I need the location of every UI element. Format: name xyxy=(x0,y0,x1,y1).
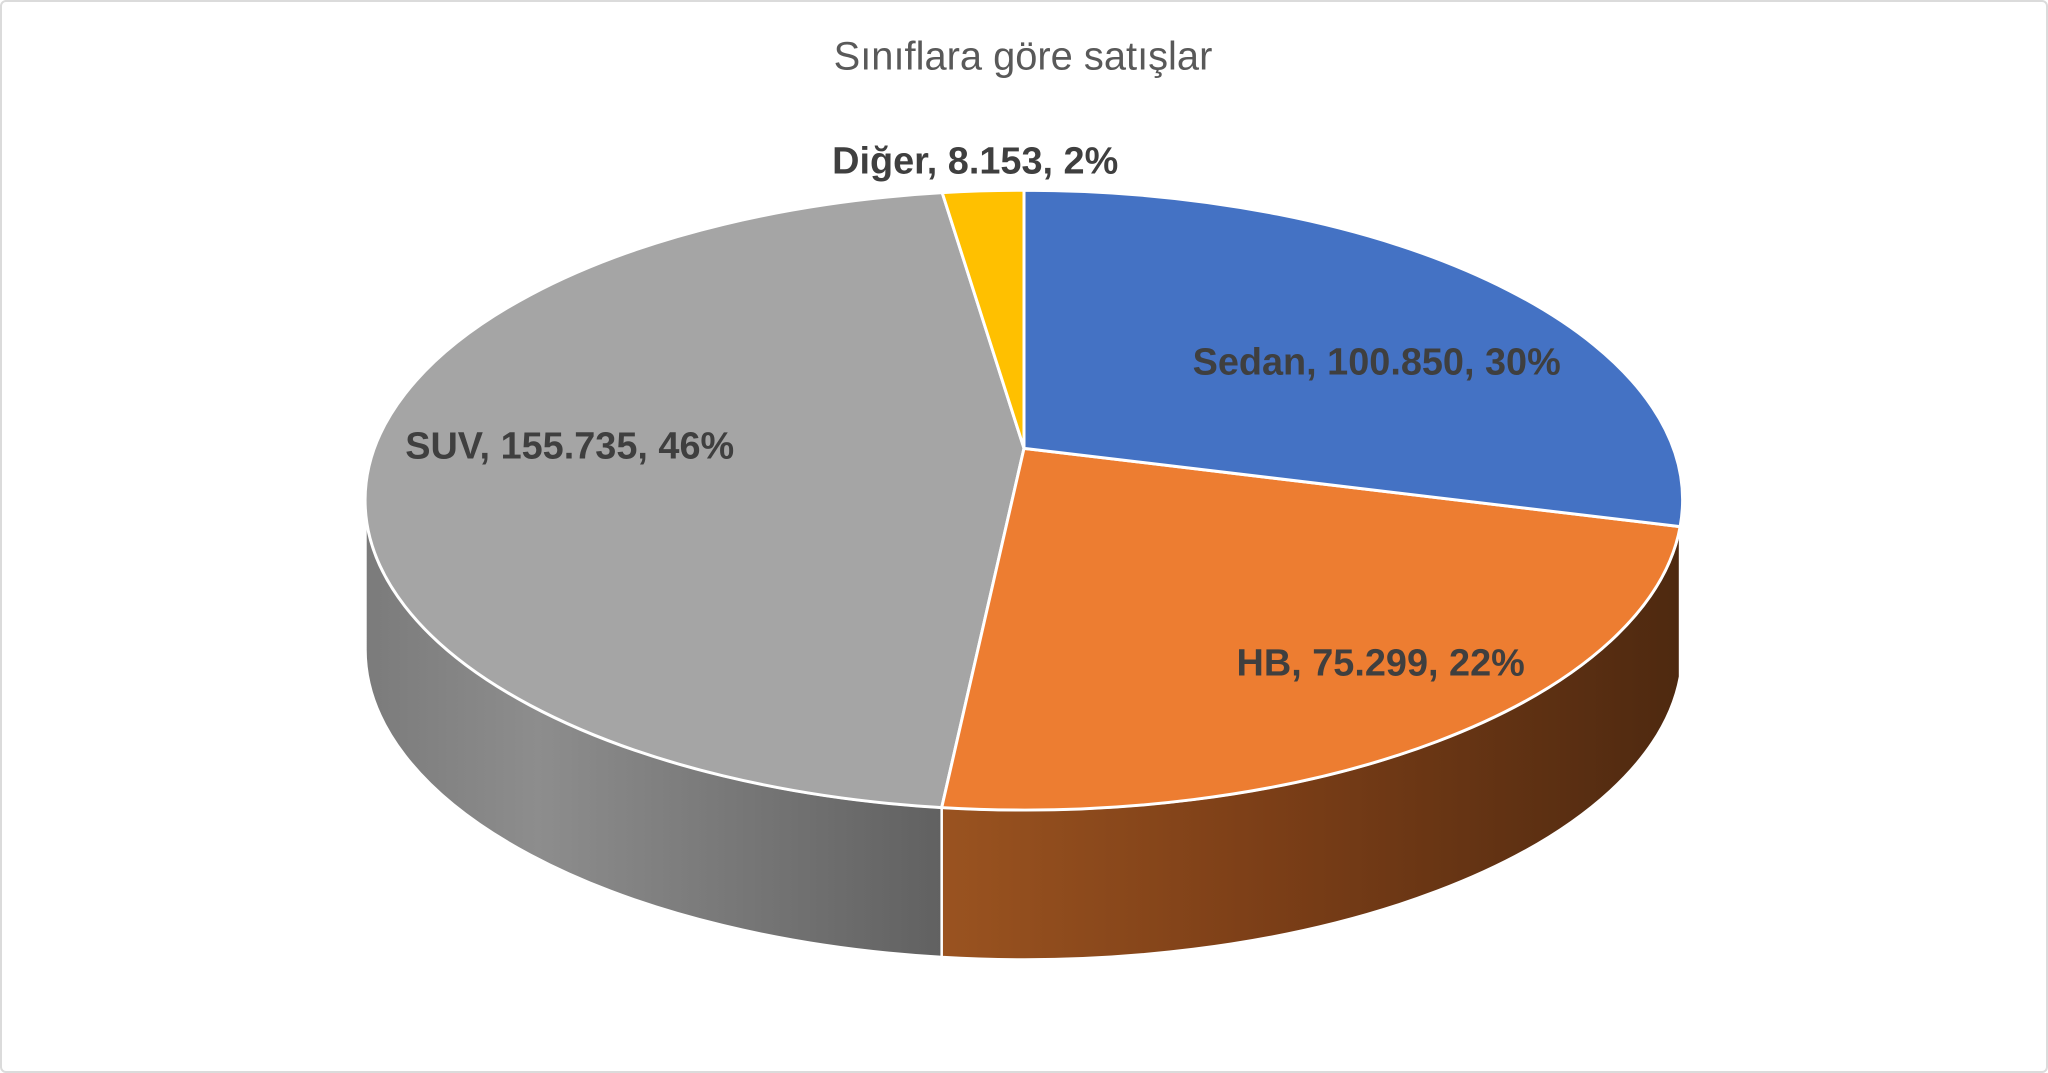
data-label-suv[interactable]: SUV, 155.735, 46% xyxy=(405,425,734,467)
pie-slice-suv[interactable] xyxy=(363,191,1026,810)
data-label-hb[interactable]: HB, 75.299, 22% xyxy=(1237,642,1525,684)
data-label-sedan[interactable]: Sedan, 100.850, 30% xyxy=(1193,342,1561,384)
pie-slices xyxy=(363,188,1685,812)
chart-title[interactable]: Sınıflara göre satışlar xyxy=(834,35,1213,79)
pie-slice-hb[interactable] xyxy=(940,446,1682,812)
data-labels: Diğer, 8.153, 2% Sedan, 100.850, 30% HB,… xyxy=(405,140,1561,684)
pie-slice-diger[interactable] xyxy=(940,188,1026,450)
data-label-diger[interactable]: Diğer, 8.153, 2% xyxy=(832,140,1118,182)
pie-slice-sedan[interactable] xyxy=(1022,188,1685,529)
